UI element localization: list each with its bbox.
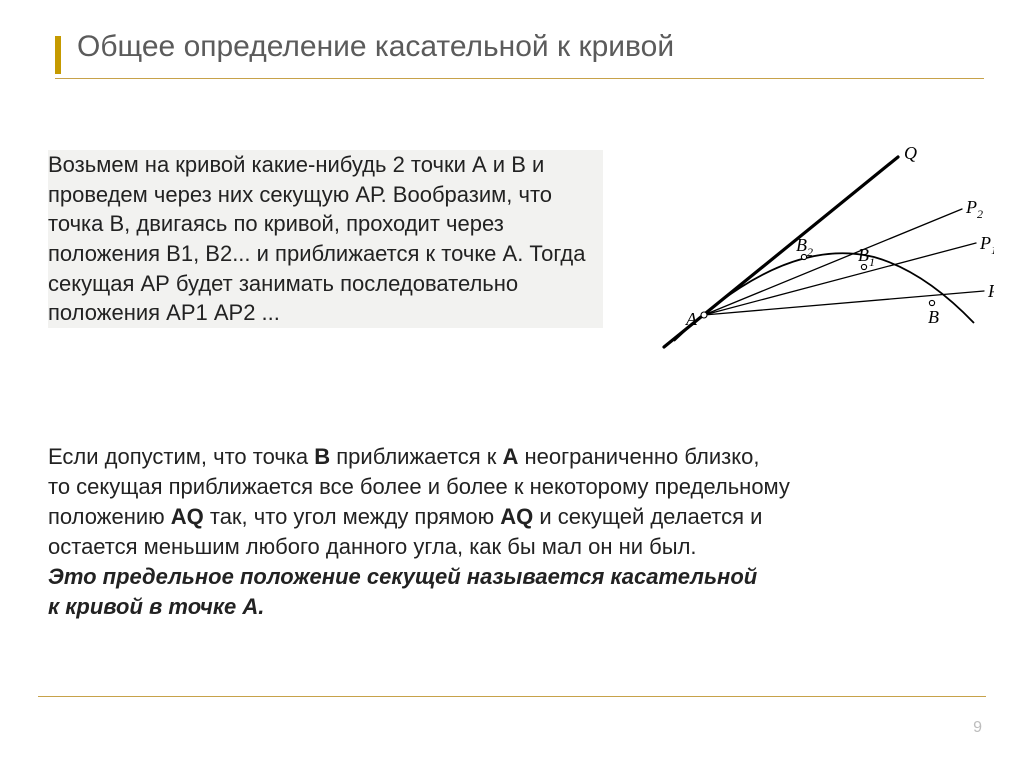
svg-text:A: A [685, 309, 698, 329]
p2-l1b: В [314, 444, 330, 469]
p2-l1e: неограниченно близко, [518, 444, 759, 469]
p2-l3b: AQ [171, 504, 204, 529]
p2-l5: Это предельное положение секущей называе… [48, 564, 757, 589]
p2-l3d: AQ [500, 504, 533, 529]
paragraph-definition: Если допустим, что точка В приближается … [48, 442, 968, 621]
p2-l1a: Если допустим, что точка [48, 444, 314, 469]
svg-text:2: 2 [807, 245, 813, 259]
svg-text:B: B [858, 245, 869, 265]
title-accent-bar [55, 36, 61, 74]
svg-text:Q: Q [904, 145, 917, 163]
svg-text:1: 1 [869, 255, 875, 269]
svg-text:P: P [979, 233, 991, 253]
title-block: Общее определение касательной к кривой [55, 30, 984, 79]
p2-l4: остается меньшим любого данного угла, ка… [48, 534, 697, 559]
slide-title: Общее определение касательной к кривой [77, 30, 984, 64]
page-number: 9 [973, 719, 982, 737]
bottom-rule [38, 696, 986, 697]
p2-l1d: А [503, 444, 519, 469]
p2-l3a: положению [48, 504, 171, 529]
svg-text:2: 2 [977, 207, 983, 221]
svg-text:P: P [987, 281, 994, 301]
svg-text:B: B [796, 235, 807, 255]
paragraph-intro: Возьмем на кривой какие-нибудь 2 точки А… [48, 150, 603, 328]
p2-l2: то секущая приближается все более и боле… [48, 474, 790, 499]
p2-l3c: так, что угол между прямою [204, 504, 500, 529]
svg-text:B: B [928, 307, 939, 327]
p2-l1c: приближается к [330, 444, 502, 469]
svg-text:P: P [965, 197, 977, 217]
title-underline [55, 78, 984, 79]
svg-text:1: 1 [991, 243, 994, 257]
p2-l6: к кривой в точке А. [48, 594, 264, 619]
p2-l3e: и секущей делается и [533, 504, 762, 529]
tangent-diagram: AQP2P1PBB1B2 [644, 145, 994, 355]
